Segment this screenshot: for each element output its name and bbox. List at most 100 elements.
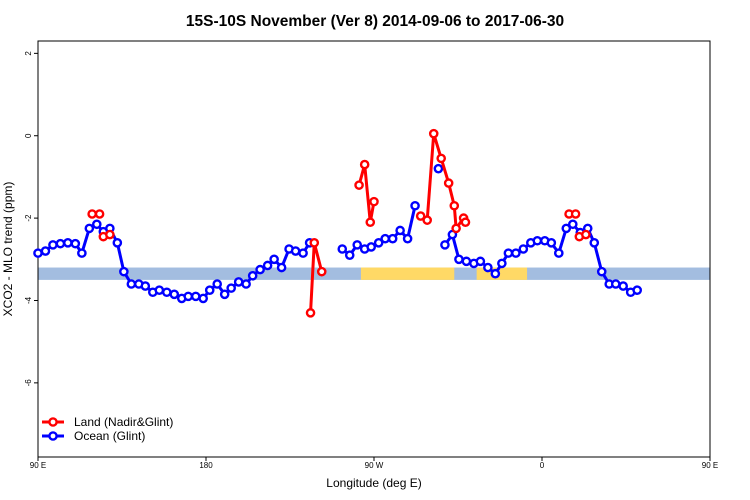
data-point: [204, 285, 215, 295]
data-point: [316, 266, 327, 277]
data-point: [92, 219, 102, 230]
x-axis-label: Longitude (deg E): [326, 476, 421, 490]
data-point: [387, 233, 398, 244]
legend: Land (Nadir&Glint)Ocean (Glint): [42, 415, 173, 443]
data-point: [449, 200, 460, 211]
data-point: [415, 211, 426, 221]
y-axis: 2 0 -2 -4 -6: [24, 51, 38, 387]
legend-label: Ocean (Glint): [74, 429, 145, 443]
data-point: [198, 293, 208, 304]
data-point: [337, 244, 348, 254]
legend-label: Land (Nadir&Glint): [74, 415, 173, 429]
data-point: [369, 196, 379, 207]
data-point: [490, 268, 501, 279]
data-point: [161, 287, 172, 298]
data-point: [352, 240, 363, 250]
data-point: [410, 200, 420, 211]
band-land-0: [360, 267, 374, 280]
data-point: [532, 235, 543, 246]
data-point: [546, 238, 557, 248]
data-point: [373, 238, 384, 248]
data-point: [290, 246, 301, 256]
series-line: [419, 132, 467, 230]
data-point: [568, 219, 578, 230]
data-point: [443, 178, 454, 188]
x-tick-label: 90 W: [365, 461, 384, 470]
series-Ocean (Glint): [33, 163, 643, 304]
chart-title: 15S-10S November (Ver 8) 2014-09-06 to 2…: [186, 13, 564, 30]
data-point: [454, 254, 464, 265]
data-point: [570, 209, 581, 219]
data-point: [596, 266, 607, 277]
band-land-1: [374, 267, 455, 280]
data-point: [63, 238, 73, 248]
data-point: [359, 159, 370, 170]
data-point: [309, 238, 320, 248]
data-point: [632, 285, 643, 295]
x-tick-label: 180: [199, 461, 213, 470]
data-point: [503, 248, 514, 258]
x-tick-label: 90 E: [30, 461, 46, 470]
y-tick-label: -6: [24, 379, 33, 387]
data-point: [33, 248, 43, 258]
data-point: [436, 153, 447, 164]
x-axis: 90 E 180 90 W 0 90 E: [30, 457, 718, 470]
data-point: [226, 283, 236, 293]
data-point: [581, 229, 591, 240]
data-point: [561, 223, 572, 234]
data-point: [247, 270, 258, 281]
data-point: [354, 180, 364, 190]
data-point: [119, 266, 129, 277]
data-point: [460, 217, 471, 228]
y-tick-label: 0: [24, 133, 33, 138]
data-point: [610, 279, 621, 289]
data-point: [618, 281, 629, 291]
data-point: [422, 215, 433, 225]
data-point: [511, 248, 521, 258]
data-point: [233, 277, 244, 287]
data-point: [428, 128, 439, 139]
data-point: [589, 238, 600, 248]
data-point: [87, 209, 97, 219]
data-point: [219, 289, 230, 300]
data-point: [365, 217, 376, 228]
data-point: [154, 285, 165, 295]
data-point: [105, 229, 115, 240]
x-tick-label: 0: [540, 461, 545, 470]
data-point: [475, 256, 486, 267]
data-point: [48, 240, 58, 250]
data-point: [255, 264, 265, 275]
data-point: [190, 291, 201, 302]
data-point: [112, 238, 123, 248]
data-point: [140, 281, 151, 291]
y-tick-label: -2: [24, 214, 33, 222]
data-point: [497, 258, 507, 269]
data-point: [126, 279, 137, 289]
data-point: [366, 242, 377, 252]
data-point: [55, 238, 66, 249]
data-point: [269, 254, 279, 265]
data-point: [440, 240, 450, 250]
series-Land (Nadir&Glint): [87, 128, 591, 318]
y-tick-label: -4: [24, 296, 33, 304]
data-point: [483, 262, 493, 273]
legend-marker: [48, 417, 58, 427]
data-point: [70, 238, 81, 249]
y-tick-label: 2: [24, 51, 33, 56]
legend-marker: [48, 431, 58, 441]
data-point: [305, 308, 316, 318]
series-line: [357, 163, 376, 224]
data-point: [276, 262, 287, 273]
data-point: [344, 250, 355, 260]
data-point: [298, 248, 308, 258]
data-point: [84, 223, 95, 234]
data-point: [77, 248, 87, 258]
data-point: [40, 246, 51, 256]
data-point: [212, 279, 222, 289]
background-band: [38, 267, 710, 280]
data-point: [461, 256, 472, 267]
data-point: [402, 233, 413, 244]
data-point: [518, 244, 529, 254]
data-point: [395, 225, 405, 236]
